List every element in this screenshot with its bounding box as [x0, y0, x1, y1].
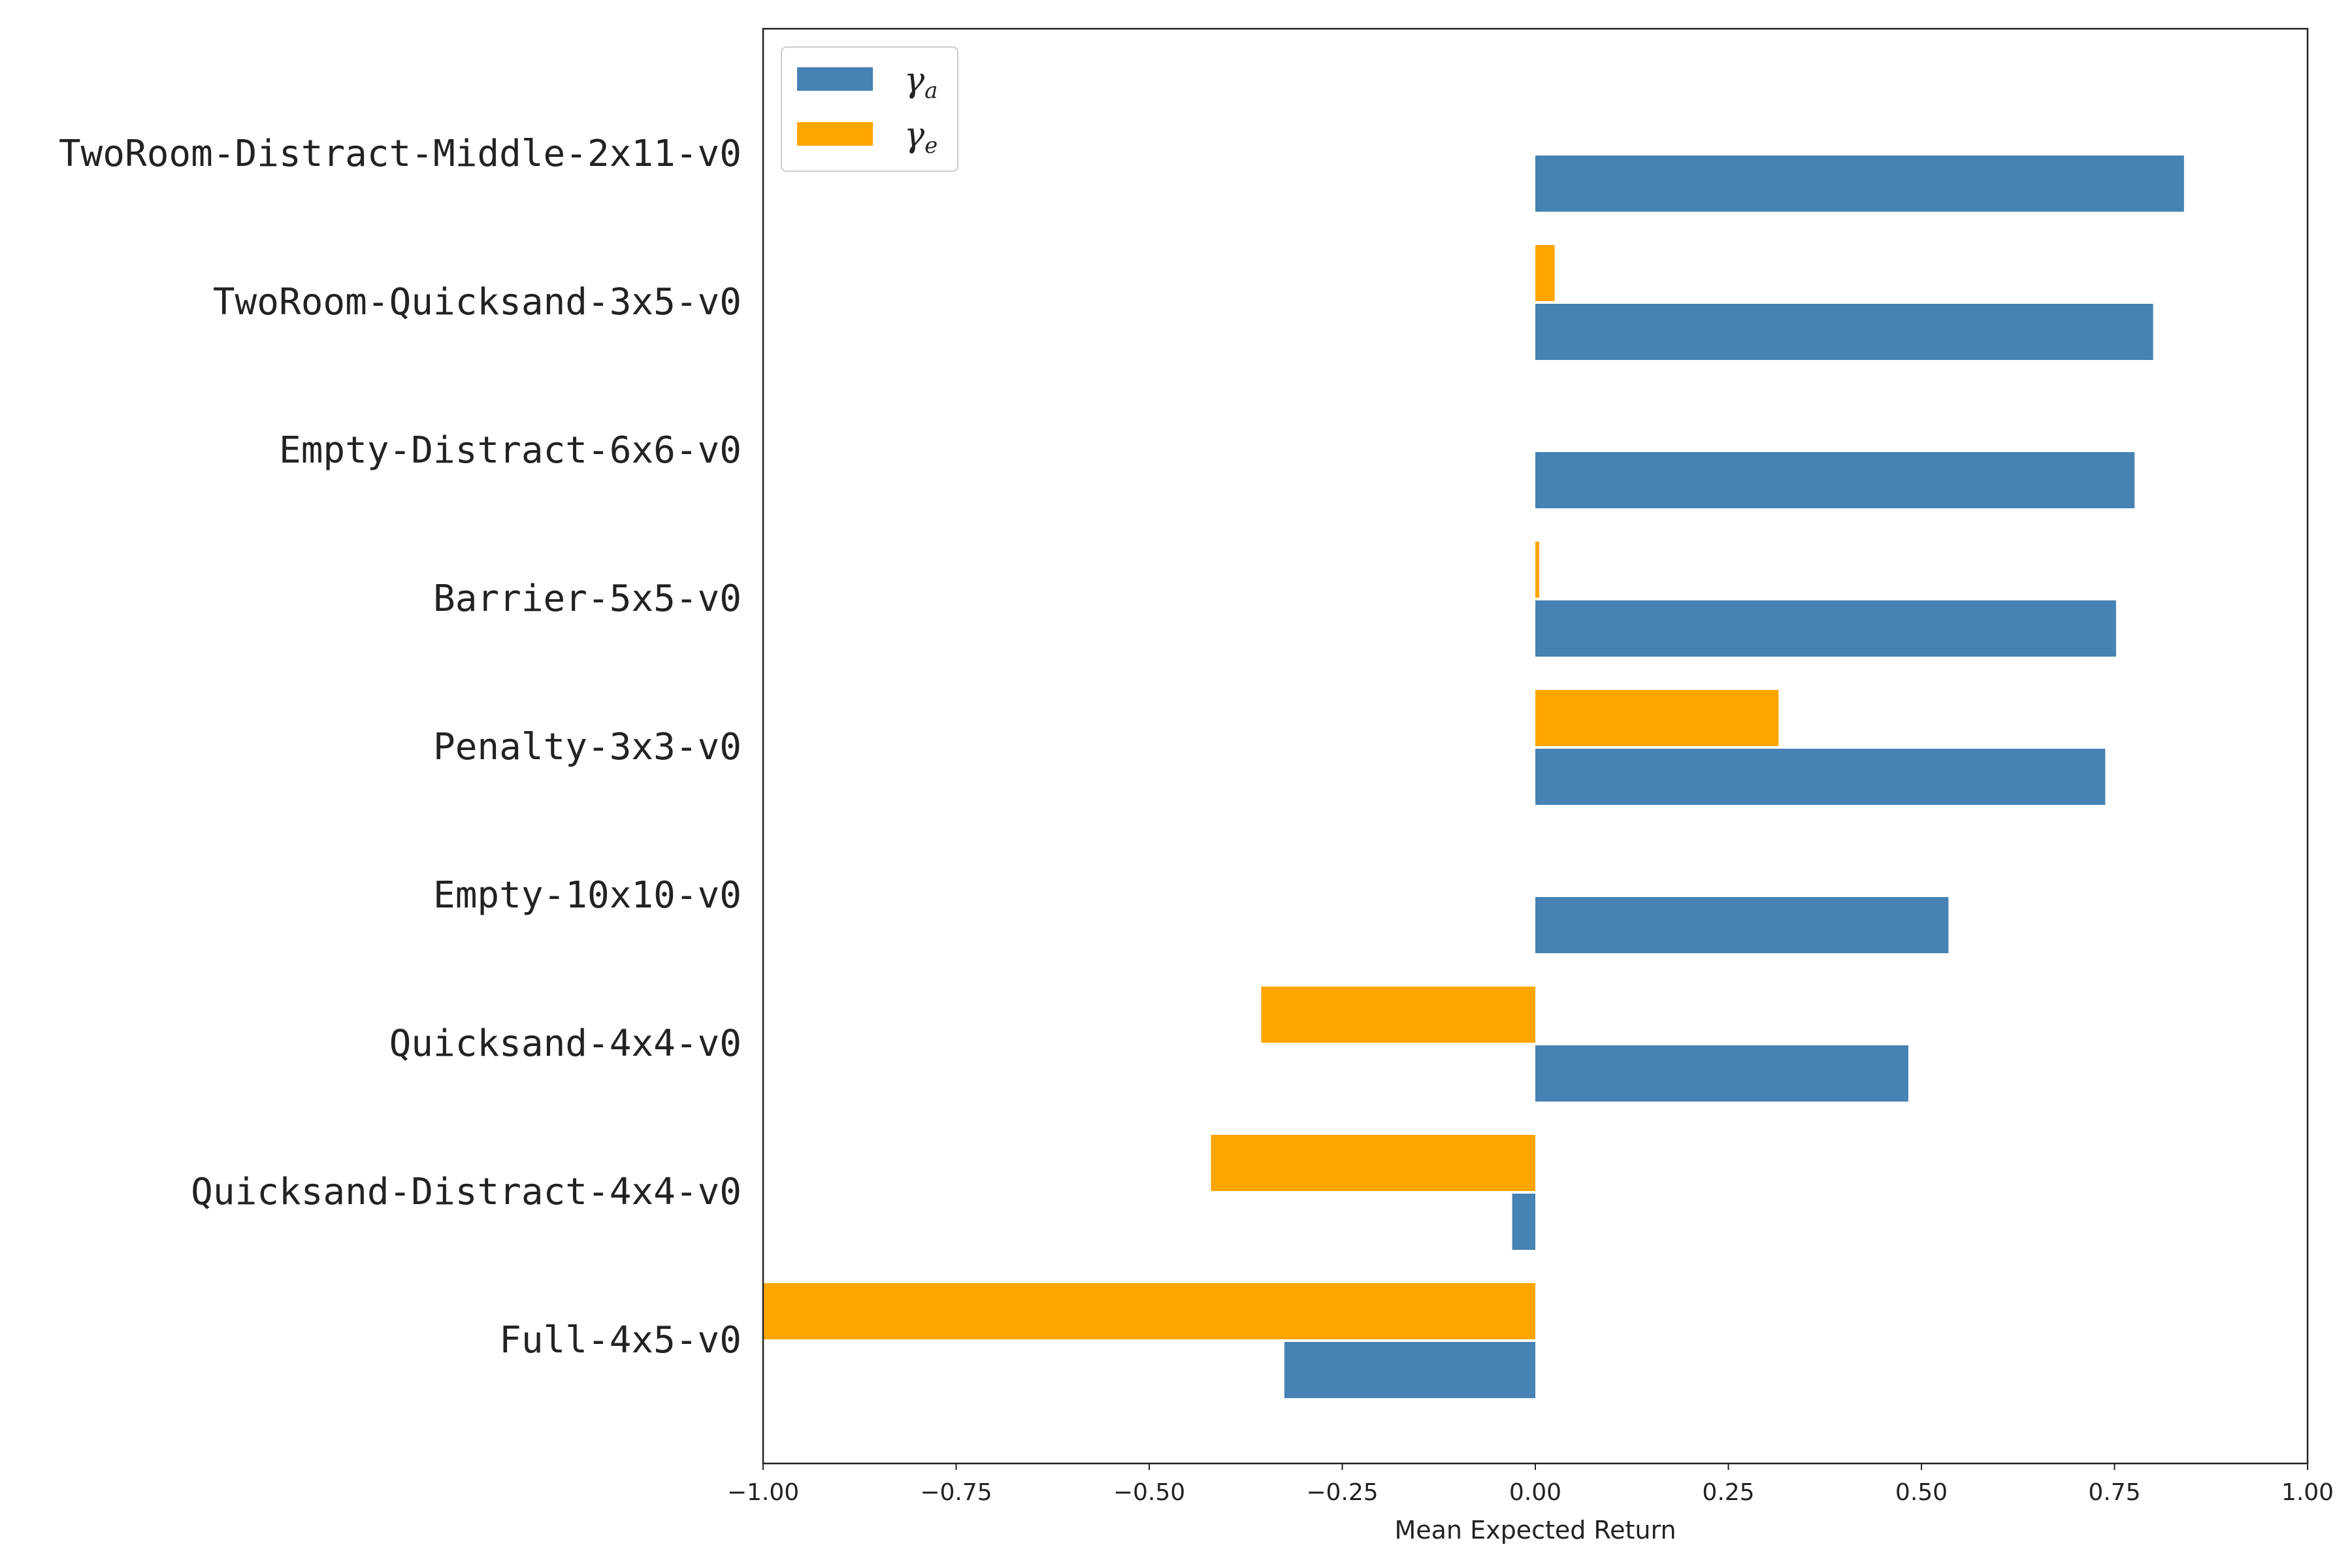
x-axis-title: Mean Expected Return	[1394, 1516, 1676, 1544]
x-axis-ticks: −1.00 −0.75 −0.50 −0.25 0.00 0.25 0.50 0.75 1.00	[727, 1463, 2334, 1506]
plot-frame	[762, 27, 2309, 1465]
x-tick-label: 0.75	[2088, 1479, 2140, 1506]
x-tick-label: 1.00	[2281, 1479, 2334, 1506]
x-tick-label: −0.50	[1113, 1479, 1185, 1506]
bar-gamma-e	[1261, 987, 1535, 1043]
bar-gamma-a	[1535, 155, 2184, 212]
bar-gamma-e	[763, 1283, 1535, 1339]
category-label: Quicksand-4x4-v0	[389, 1022, 742, 1065]
legend-label-gamma-e: γe	[904, 116, 938, 159]
bar-gamma-e	[1211, 1135, 1535, 1191]
category-label: Quicksand-Distract-4x4-v0	[191, 1171, 742, 1213]
legend-label-gamma-a-symbol: γ	[904, 61, 925, 100]
legend-label-gamma-e-symbol: γ	[904, 116, 925, 155]
bar-gamma-a	[1535, 304, 2153, 360]
bar-gamma-a	[1535, 600, 2116, 657]
x-tick-label: −0.75	[920, 1479, 992, 1506]
legend-swatch-gamma-e	[797, 122, 873, 146]
bar-gamma-e	[1535, 542, 1539, 598]
legend-label-gamma-a-subscript: a	[924, 78, 938, 104]
category-label: TwoRoom-Distract-Middle-2x11-v0	[59, 133, 742, 175]
bar-gamma-a	[1284, 1342, 1535, 1398]
x-tick-label: 0.00	[1509, 1479, 1561, 1506]
legend-swatch-gamma-a	[797, 67, 873, 91]
x-tick-label: 0.25	[1702, 1479, 1754, 1506]
bar-gamma-a	[1535, 452, 2135, 508]
bar-gamma-e	[1535, 690, 1779, 746]
legend: γa γe	[781, 46, 958, 172]
bar-gamma-a	[1535, 749, 2106, 805]
x-tick-label: −1.00	[727, 1479, 799, 1506]
x-tick-label: −0.25	[1306, 1479, 1378, 1506]
category-label: TwoRoom-Quicksand-3x5-v0	[213, 281, 742, 323]
category-label: Empty-10x10-v0	[433, 874, 742, 917]
category-label: Full-4x5-v0	[499, 1319, 742, 1362]
bar-gamma-a	[1535, 897, 1949, 953]
bar-gamma-e	[1535, 245, 1555, 301]
x-tick-label: 0.50	[1895, 1479, 1948, 1506]
category-labels: TwoRoom-Distract-Middle-2x11-v0 TwoRoom-Q…	[59, 133, 742, 1362]
legend-label-gamma-a: γa	[904, 61, 938, 104]
category-label: Empty-Distract-6x6-v0	[279, 429, 742, 472]
bar-gamma-a	[1512, 1194, 1535, 1250]
category-label: Penalty-3x3-v0	[433, 726, 742, 768]
bars-layer	[763, 155, 2184, 1398]
bar-gamma-a	[1535, 1045, 1908, 1102]
category-label: Barrier-5x5-v0	[433, 578, 742, 620]
legend-label-gamma-e-subscript: e	[924, 133, 938, 159]
